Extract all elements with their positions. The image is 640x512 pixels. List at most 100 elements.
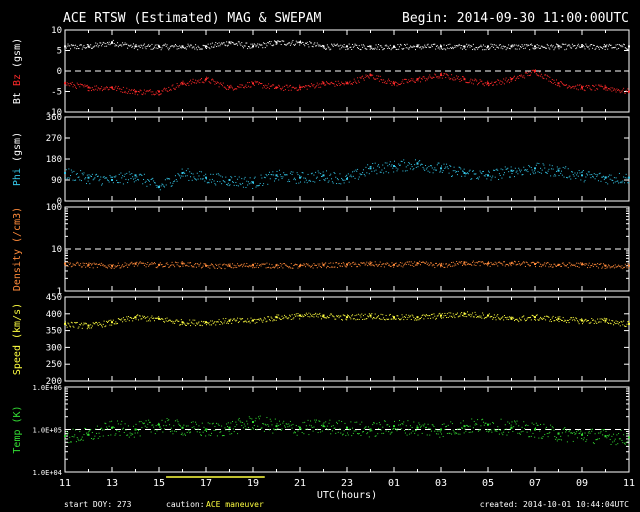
data-point (266, 262, 268, 264)
data-point (72, 86, 74, 88)
data-point (112, 182, 114, 184)
data-point (325, 421, 327, 423)
data-point (550, 265, 552, 267)
data-point (291, 267, 293, 269)
data-point (113, 42, 115, 44)
data-point (289, 420, 291, 422)
data-point (519, 317, 521, 319)
data-point (610, 443, 612, 445)
data-point (553, 175, 555, 177)
data-point (210, 173, 212, 175)
data-point (261, 44, 263, 46)
data-point (452, 79, 454, 81)
data-point (498, 261, 500, 263)
data-point (347, 173, 349, 175)
data-point (383, 48, 385, 50)
data-point (478, 46, 480, 48)
data-point (67, 43, 69, 45)
data-point (367, 76, 369, 78)
data-point (130, 317, 132, 319)
data-point (185, 264, 187, 266)
data-point (253, 320, 254, 322)
data-point (102, 88, 104, 90)
data-point (628, 90, 630, 93)
data-point (151, 94, 153, 96)
data-point (352, 261, 354, 263)
data-point (234, 266, 236, 268)
data-point (367, 75, 369, 77)
data-point (601, 318, 603, 320)
data-point (477, 83, 479, 85)
data-point (554, 320, 556, 322)
data-point (102, 264, 104, 266)
y-axis-label-part: (gsm) (12, 38, 23, 74)
data-point (79, 265, 81, 267)
data-point (355, 81, 357, 83)
data-point (305, 179, 307, 181)
data-point (537, 171, 539, 173)
data-point (344, 265, 346, 267)
data-point (404, 44, 406, 46)
data-point (86, 328, 88, 330)
data-point (98, 88, 100, 90)
data-point (294, 44, 296, 46)
data-point (65, 84, 67, 86)
data-point (178, 320, 180, 322)
data-point (294, 87, 296, 89)
data-point (441, 171, 443, 173)
data-point (288, 42, 290, 44)
data-point (348, 262, 350, 264)
data-point (182, 265, 184, 267)
data-point (336, 423, 338, 425)
data-point (430, 46, 432, 48)
data-point (400, 82, 402, 84)
data-point (270, 173, 272, 175)
data-point (353, 264, 355, 266)
data-point (158, 422, 160, 424)
data-point (623, 44, 625, 46)
data-point (262, 47, 264, 49)
data-point (85, 183, 87, 185)
data-point (96, 321, 98, 323)
data-point (293, 44, 295, 46)
data-point (421, 315, 423, 317)
data-point (619, 45, 621, 47)
data-point (234, 319, 236, 321)
data-point (473, 420, 475, 422)
data-point (407, 164, 409, 166)
data-point (347, 177, 348, 179)
data-point (326, 428, 328, 430)
data-point (242, 421, 244, 423)
data-point (231, 433, 233, 435)
data-point (478, 82, 480, 84)
data-point (299, 86, 301, 89)
data-point (430, 262, 432, 264)
data-point (597, 174, 599, 176)
data-point (202, 321, 204, 323)
caution-label: caution: (166, 500, 205, 509)
data-point (109, 324, 111, 326)
data-point (570, 178, 572, 180)
data-point (507, 263, 509, 265)
data-point (456, 313, 458, 315)
data-point (486, 84, 488, 86)
data-point (411, 166, 413, 168)
data-point (103, 42, 105, 44)
data-point (259, 44, 261, 46)
data-point (318, 420, 320, 422)
data-point (148, 90, 150, 92)
data-point (319, 44, 321, 46)
data-point (348, 181, 350, 183)
data-point (137, 265, 139, 267)
data-point (577, 175, 579, 177)
data-point (225, 429, 227, 431)
data-point (188, 430, 190, 432)
data-point (300, 86, 302, 88)
data-point (610, 266, 612, 268)
data-point (575, 177, 577, 179)
data-point (90, 429, 92, 431)
data-point (617, 321, 619, 323)
data-point (580, 46, 582, 48)
data-point (489, 265, 491, 267)
